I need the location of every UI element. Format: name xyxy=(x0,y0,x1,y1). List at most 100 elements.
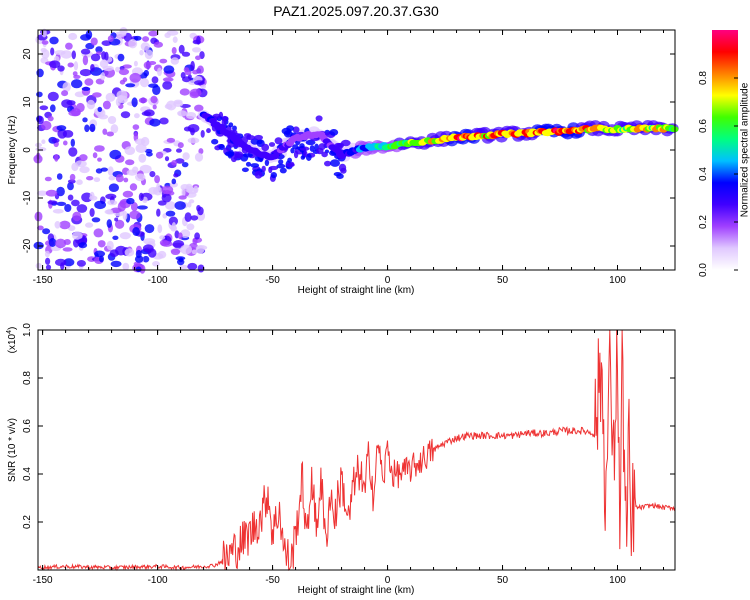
noise-blob xyxy=(109,149,122,160)
noise-blob xyxy=(148,187,159,195)
noise-blob xyxy=(164,32,171,38)
noise-blob xyxy=(57,65,65,72)
noise-blob xyxy=(195,55,201,61)
noise-blob xyxy=(68,147,78,157)
noise-blob xyxy=(162,81,173,90)
noise-blob xyxy=(139,164,152,174)
snr-multiplier-close: ) xyxy=(7,327,18,330)
noise-blob xyxy=(56,173,63,180)
snr-y-label: SNR (10 * v/v) xyxy=(7,418,18,482)
noise-blob xyxy=(72,71,78,77)
noise-blob xyxy=(76,102,85,113)
noise-blob xyxy=(90,37,98,46)
noise-blob xyxy=(138,192,144,201)
noise-blob xyxy=(54,221,61,229)
figure-title: PAZ1.2025.097.20.37.G30 xyxy=(273,3,439,19)
noise-blob xyxy=(57,129,67,139)
noise-blob xyxy=(124,248,135,257)
noise-blob xyxy=(198,148,204,155)
noise-blob xyxy=(188,199,195,204)
noise-blob xyxy=(123,177,129,183)
snr-line xyxy=(37,329,676,572)
noise-blob xyxy=(161,193,172,203)
spectrogram-x-label: Height of straight line (km) xyxy=(298,285,415,296)
svg-text:(x104): (x104) xyxy=(6,327,18,354)
noise-blob xyxy=(50,104,56,113)
y-tick-label: 0.4 xyxy=(22,467,33,481)
noise-blob xyxy=(169,181,178,188)
noise-blob xyxy=(159,239,169,247)
noise-blob xyxy=(135,173,146,182)
noise-blob xyxy=(149,171,156,178)
noise-blob xyxy=(153,41,163,48)
noise-blob xyxy=(155,151,164,159)
noise-blob xyxy=(138,153,147,163)
noise-blob xyxy=(36,190,48,196)
noise-blob xyxy=(185,112,197,119)
noise-blob xyxy=(90,64,95,72)
noise-blob xyxy=(89,208,95,217)
noise-blob xyxy=(162,77,174,82)
noise-blob xyxy=(139,264,146,274)
noise-blob xyxy=(107,116,117,124)
colorbar: 0.0 0.2 0.4 0.6 0.8 Normalized spectral ampl… xyxy=(698,30,750,277)
noise-blob xyxy=(106,209,113,215)
noise-blob xyxy=(70,138,76,147)
noise-blob xyxy=(135,266,142,273)
noise-blob xyxy=(170,248,181,255)
noise-blob xyxy=(177,232,183,240)
x-tick-label: -50 xyxy=(265,575,280,586)
noise-blob xyxy=(86,99,96,110)
y-tick-label: 1.0 xyxy=(22,323,33,337)
noise-blob xyxy=(142,36,150,42)
x-tick-label: 0 xyxy=(385,575,391,586)
noise-blob xyxy=(133,35,142,41)
noise-blob xyxy=(124,146,136,155)
noise-blob xyxy=(134,113,140,119)
noise-blob xyxy=(64,204,72,212)
track-scatter xyxy=(206,128,211,134)
noise-blob xyxy=(37,225,44,231)
noise-blob xyxy=(72,211,82,222)
noise-blob xyxy=(84,78,94,86)
noise-blob xyxy=(189,88,202,97)
colorbar-tick-label: 0.0 xyxy=(698,263,709,277)
noise-blob xyxy=(178,44,185,54)
noise-blob xyxy=(152,104,157,110)
track-scatter xyxy=(221,118,227,127)
noise-blob xyxy=(122,77,128,82)
noise-blob xyxy=(159,58,168,64)
noise-blob xyxy=(47,200,58,205)
noise-blob xyxy=(119,232,131,240)
noise-blob xyxy=(132,124,140,130)
track-scatter xyxy=(286,125,294,132)
track-scatter xyxy=(268,142,276,147)
noise-blob xyxy=(150,95,158,104)
noise-blob xyxy=(118,68,130,76)
noise-blob xyxy=(151,76,159,84)
x-tick-label: 0 xyxy=(385,275,391,286)
noise-blob xyxy=(91,217,101,223)
x-tick-label: 100 xyxy=(609,275,626,286)
noise-blob xyxy=(92,152,98,159)
noise-blob xyxy=(39,105,49,111)
noise-blob xyxy=(186,223,195,231)
noise-blob xyxy=(63,140,68,146)
noise-blob xyxy=(69,173,76,181)
noise-blob xyxy=(115,245,127,256)
noise-blob xyxy=(110,260,122,268)
noise-blob xyxy=(192,69,199,75)
track-scatter xyxy=(254,134,263,141)
track-scatter xyxy=(234,151,244,159)
noise-blob xyxy=(178,257,184,263)
noise-blob xyxy=(149,118,161,127)
x-tick-label: 100 xyxy=(609,575,626,586)
track-scatter xyxy=(250,163,260,168)
noise-blob xyxy=(179,88,190,96)
noise-blob xyxy=(164,201,176,210)
track-scatter xyxy=(261,143,270,152)
noise-blob xyxy=(181,162,189,168)
snr-multiplier-exp: 4 xyxy=(6,330,13,334)
noise-blob xyxy=(76,204,88,213)
noise-blob xyxy=(185,185,194,193)
